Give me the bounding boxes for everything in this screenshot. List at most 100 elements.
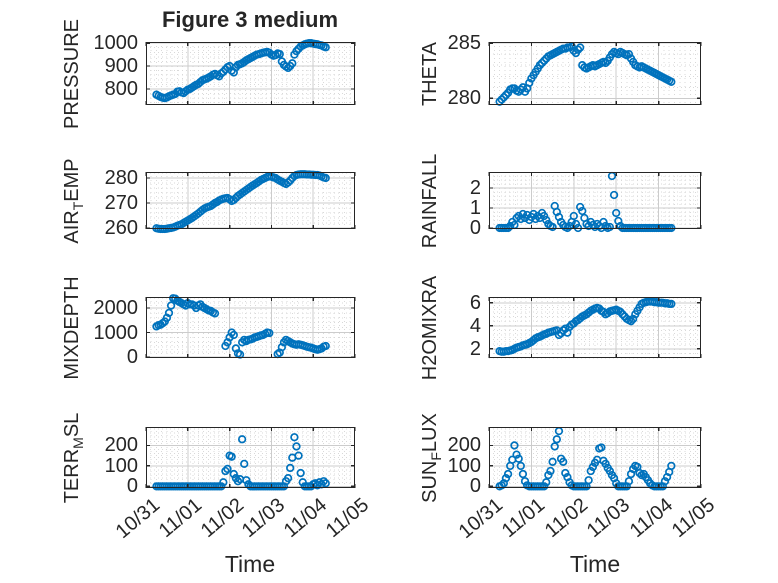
data-point (177, 298, 186, 308)
data-point (552, 435, 561, 444)
data-point (595, 59, 604, 69)
data-point (279, 482, 289, 491)
data-point (294, 451, 303, 460)
data-point (531, 334, 540, 343)
y-tick-label-mixdepth: 1000 (93, 321, 139, 344)
data-point (258, 330, 268, 340)
data-point (656, 223, 665, 233)
data-point (510, 441, 519, 450)
data-point (556, 329, 566, 338)
data-point (529, 209, 538, 219)
data-point (660, 299, 670, 308)
data-point (275, 482, 284, 491)
data-point (542, 478, 551, 487)
data-point (252, 50, 261, 59)
data-point (531, 67, 540, 76)
data-point (267, 172, 276, 181)
data-point (559, 44, 568, 53)
data-point (156, 224, 165, 234)
data-point (200, 75, 209, 84)
data-point (582, 482, 591, 491)
data-point (616, 221, 625, 231)
data-point (315, 345, 324, 354)
data-point (559, 220, 568, 230)
data-point (271, 173, 280, 183)
data-point (158, 224, 167, 234)
data-point (658, 73, 667, 82)
data-point (506, 221, 515, 231)
data-point (650, 68, 659, 78)
data-point (629, 223, 638, 233)
plot-area-h2omixra (488, 296, 702, 359)
data-point (650, 482, 659, 491)
data-point (317, 41, 326, 50)
data-point (231, 193, 241, 203)
y-tick-label-rainfall: 2 (469, 177, 481, 199)
data-point (571, 482, 581, 491)
data-point (233, 60, 243, 70)
data-point (590, 222, 600, 232)
data-point (631, 223, 640, 233)
data-point (514, 87, 523, 96)
data-point (246, 335, 255, 344)
data-point (544, 219, 553, 229)
data-point (321, 43, 330, 52)
data-point (237, 188, 247, 198)
data-point (225, 451, 234, 460)
data-point (531, 214, 540, 224)
y-tick-label-terr-msl: 0 (126, 475, 138, 498)
data-point (313, 170, 322, 180)
y-tick-label-air-temp: 260 (104, 217, 138, 239)
data-point (501, 346, 511, 356)
data-point (194, 482, 203, 491)
data-point (229, 195, 238, 205)
data-point (537, 58, 547, 68)
data-point (217, 69, 226, 78)
data-point (214, 72, 224, 81)
axes-frame (488, 171, 702, 230)
data-point (552, 326, 561, 335)
data-point (582, 64, 591, 73)
data-point (281, 179, 291, 189)
data-point (225, 333, 234, 342)
data-point (643, 297, 653, 306)
data-point (561, 44, 570, 53)
data-point (501, 474, 511, 483)
data-point (227, 196, 236, 206)
data-point (643, 65, 653, 74)
data-point (533, 211, 542, 221)
data-point (300, 341, 309, 351)
data-point (160, 482, 169, 491)
data-point (631, 461, 640, 471)
data-point (252, 178, 261, 188)
data-point (154, 224, 163, 233)
data-point (166, 301, 176, 310)
data-point (192, 303, 201, 313)
data-point (495, 346, 504, 356)
data-point (609, 190, 619, 200)
data-point (300, 170, 309, 179)
data-point (567, 481, 576, 490)
data-point (665, 223, 674, 233)
xlabel-time-right: Time (569, 551, 621, 577)
data-point (612, 305, 621, 314)
data-point (221, 466, 230, 476)
data-point (319, 477, 328, 486)
data-point (175, 297, 184, 307)
data-point (620, 482, 629, 491)
data-point (306, 170, 316, 179)
y-tick-label-theta: 280 (447, 87, 481, 110)
x-tick-label: 10/31 (111, 494, 165, 544)
data-point (548, 50, 557, 59)
axes-frame (145, 426, 356, 489)
data-point (525, 338, 534, 348)
data-point (281, 477, 291, 486)
data-point (198, 302, 207, 311)
data-point (497, 347, 506, 356)
data-point (244, 184, 253, 193)
y-tick-label-pressure: 900 (104, 55, 138, 78)
data-point (221, 65, 230, 74)
data-point (181, 482, 190, 491)
data-point (550, 442, 559, 451)
data-point (495, 223, 504, 233)
